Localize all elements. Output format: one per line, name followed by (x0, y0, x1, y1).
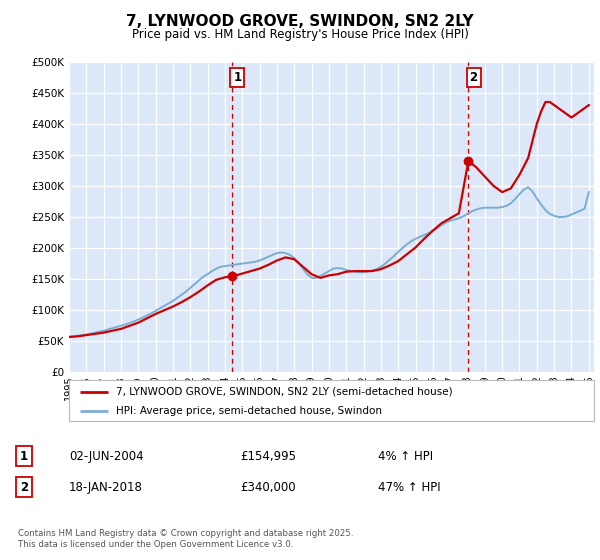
Text: 4% ↑ HPI: 4% ↑ HPI (378, 450, 433, 463)
Text: 7, LYNWOOD GROVE, SWINDON, SN2 2LY (semi-detached house): 7, LYNWOOD GROVE, SWINDON, SN2 2LY (semi… (116, 387, 453, 396)
Text: 47% ↑ HPI: 47% ↑ HPI (378, 480, 440, 494)
Text: 2: 2 (470, 71, 478, 83)
Text: 02-JUN-2004: 02-JUN-2004 (69, 450, 143, 463)
Text: HPI: Average price, semi-detached house, Swindon: HPI: Average price, semi-detached house,… (116, 406, 382, 416)
Text: Contains HM Land Registry data © Crown copyright and database right 2025.
This d: Contains HM Land Registry data © Crown c… (18, 529, 353, 549)
Text: Price paid vs. HM Land Registry's House Price Index (HPI): Price paid vs. HM Land Registry's House … (131, 28, 469, 41)
Text: £154,995: £154,995 (240, 450, 296, 463)
Text: 1: 1 (20, 450, 28, 463)
Text: 7, LYNWOOD GROVE, SWINDON, SN2 2LY: 7, LYNWOOD GROVE, SWINDON, SN2 2LY (126, 14, 474, 29)
Text: £340,000: £340,000 (240, 480, 296, 494)
Text: 2: 2 (20, 480, 28, 494)
Text: 18-JAN-2018: 18-JAN-2018 (69, 480, 143, 494)
Text: 1: 1 (233, 71, 241, 83)
